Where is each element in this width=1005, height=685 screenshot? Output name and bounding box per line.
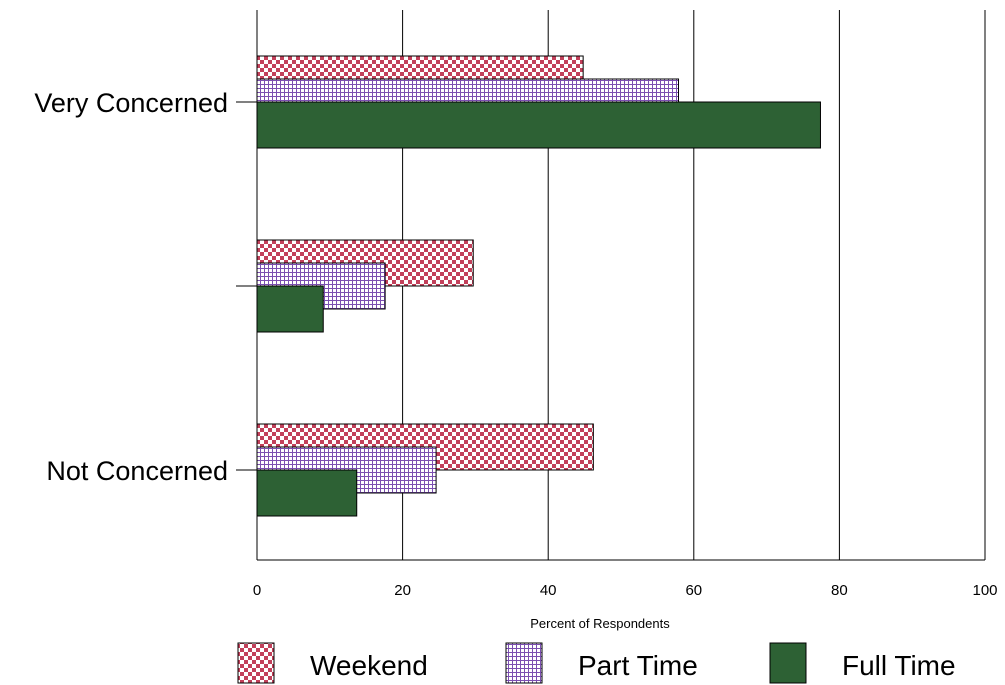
bar-full-time	[256, 469, 358, 517]
x-tick-label: 60	[685, 582, 702, 599]
legend-label: Full Time	[842, 650, 956, 681]
bar-full-time	[256, 285, 324, 333]
legend-label: Part Time	[578, 650, 698, 681]
x-tick-label: 100	[972, 582, 997, 599]
x-tick-label: 40	[540, 582, 557, 599]
legend-label: Weekend	[310, 650, 428, 681]
x-tick-label: 80	[831, 582, 848, 599]
legend-swatch-part-time	[505, 642, 543, 684]
x-axis-title: Percent of Respondents	[530, 616, 670, 631]
legend-swatch-full-time	[769, 642, 807, 684]
category-label: Not Concerned	[46, 456, 228, 486]
bars	[256, 55, 821, 517]
legend: Weekend Part Time Full Time	[237, 642, 956, 684]
category-label: Very Concerned	[34, 88, 228, 118]
bar-full-time	[256, 101, 821, 149]
x-tick-label: 0	[253, 582, 261, 599]
axes	[236, 10, 985, 561]
axis-labels: 0 20 40 60 80 100 Very Concerned Not Concerned	[34, 88, 997, 599]
x-tick-label: 20	[394, 582, 411, 599]
legend-swatch-weekend	[237, 642, 275, 684]
